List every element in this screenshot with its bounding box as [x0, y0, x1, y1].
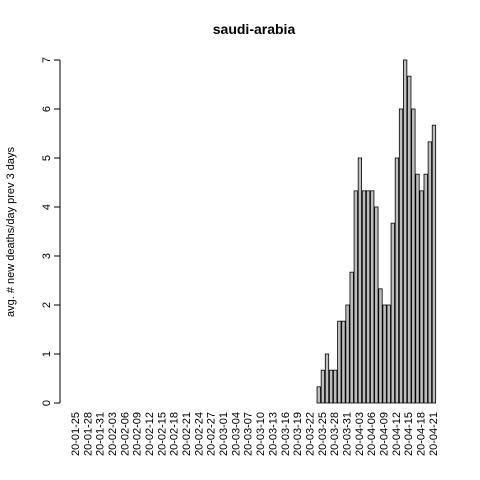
x-tick-label: 20-02-27 — [206, 412, 218, 456]
bar — [349, 271, 354, 404]
bar — [370, 190, 375, 404]
x-tick-label: 20-04-09 — [378, 412, 390, 456]
y-tick-label: 6 — [41, 106, 53, 112]
x-tick-label: 20-02-24 — [193, 412, 205, 456]
x-tick-label: 20-04-06 — [366, 412, 378, 456]
x-tick-label: 20-01-31 — [95, 412, 107, 456]
bar — [320, 369, 325, 404]
y-tick-label: 2 — [41, 302, 53, 308]
y-tick-label: 1 — [41, 351, 53, 357]
bar — [419, 190, 424, 404]
bar — [427, 141, 432, 404]
bar — [361, 190, 367, 404]
bar — [378, 288, 383, 404]
x-tick-label: 20-03-10 — [255, 412, 267, 456]
bar — [403, 59, 408, 404]
y-tick-label: 4 — [41, 204, 53, 210]
bar — [357, 157, 363, 404]
bar — [345, 304, 350, 404]
x-tick-label: 20-03-28 — [329, 412, 341, 456]
x-tick-label: 20-02-12 — [144, 412, 156, 456]
bar — [341, 320, 346, 404]
x-tick-label: 20-03-16 — [280, 412, 292, 456]
x-tick-label: 20-03-19 — [292, 412, 304, 456]
x-tick-label: 20-03-31 — [341, 412, 353, 456]
bar — [398, 108, 404, 404]
bar — [333, 369, 338, 404]
x-tick-label: 20-02-09 — [132, 412, 144, 456]
x-tick-label: 20-02-15 — [156, 412, 168, 456]
x-tick-label: 20-03-22 — [304, 412, 316, 456]
y-tick-label: 5 — [41, 155, 53, 161]
x-tick-label: 20-04-18 — [416, 412, 428, 456]
x-tick-label: 20-02-21 — [181, 412, 193, 456]
bar — [394, 157, 400, 404]
bar — [316, 386, 321, 404]
y-tick-label: 0 — [41, 400, 53, 406]
x-tick-label: 20-01-28 — [82, 412, 94, 456]
bar — [411, 108, 416, 404]
y-tick-label: 7 — [41, 57, 53, 63]
x-tick-label: 20-02-03 — [107, 412, 119, 456]
bar — [390, 222, 395, 404]
bar — [328, 369, 334, 404]
x-tick-label: 20-01-25 — [70, 412, 82, 456]
x-tick-label: 20-04-03 — [354, 412, 366, 456]
x-tick-label: 20-04-21 — [428, 412, 440, 456]
x-tick-label: 20-03-07 — [243, 412, 255, 456]
x-tick-label: 20-04-15 — [403, 412, 415, 456]
bar — [407, 75, 412, 404]
bar — [337, 320, 342, 404]
x-tick-label: 20-02-18 — [169, 412, 181, 456]
bar — [374, 206, 379, 404]
x-tick-label: 20-03-13 — [267, 412, 279, 456]
x-tick-label: 20-03-25 — [317, 412, 329, 456]
bar — [423, 173, 428, 404]
x-tick-label: 20-03-01 — [218, 412, 230, 456]
bar — [386, 304, 391, 404]
bar — [353, 190, 358, 404]
x-tick-label: 20-02-06 — [119, 412, 131, 456]
x-tick-label: 20-04-12 — [391, 412, 403, 456]
bar — [324, 353, 330, 404]
bar — [382, 304, 387, 404]
y-axis-label: avg. # new deaths/day prev 3 days — [5, 147, 17, 317]
bar — [431, 124, 437, 404]
y-tick-label: 3 — [41, 253, 53, 259]
bar — [415, 173, 420, 404]
chart-title: saudi-arabia — [213, 21, 296, 37]
x-tick-label: 20-03-04 — [230, 412, 242, 456]
bar — [366, 190, 371, 404]
